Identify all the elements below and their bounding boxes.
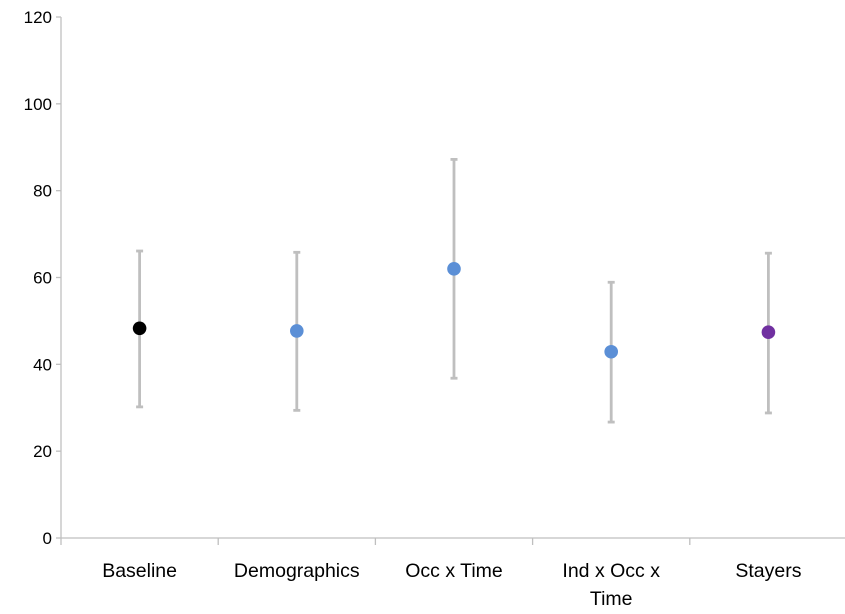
y-tick-label: 80 <box>33 182 52 201</box>
x-tick-label-line: Occ x Time <box>405 560 503 582</box>
y-tick-label: 40 <box>33 355 52 374</box>
x-tick-label-line: Demographics <box>234 560 360 582</box>
x-tick-label-line: Stayers <box>735 560 801 582</box>
y-tick-label: 0 <box>43 529 52 548</box>
data-point <box>604 344 618 359</box>
x-tick-label: Baseline <box>102 560 177 582</box>
x-tick-label: Demographics <box>234 560 360 582</box>
tick-labels: 0 20 40 60 80 100 120 Baseline Demographics Occ x… <box>24 8 802 610</box>
data-points <box>132 262 776 359</box>
data-point <box>761 325 776 340</box>
x-tick-label: Occ x Time <box>405 560 503 582</box>
y-tick-label: 20 <box>33 442 52 461</box>
axes <box>56 16 845 545</box>
y-tick-label: 120 <box>24 8 52 27</box>
y-tick-label: 60 <box>33 269 52 288</box>
data-point <box>132 321 147 336</box>
data-point <box>290 324 304 338</box>
data-point <box>447 262 461 276</box>
x-tick-label-line: Baseline <box>102 560 177 582</box>
error-bars <box>136 158 772 424</box>
y-tick-label: 100 <box>24 95 52 114</box>
x-tick-label-line: Time <box>590 588 633 610</box>
x-tick-label: Stayers <box>735 560 801 582</box>
x-tick-label-line: Ind x Occ x <box>562 560 660 582</box>
x-tick-label: Ind x Occ x Time <box>562 560 660 610</box>
